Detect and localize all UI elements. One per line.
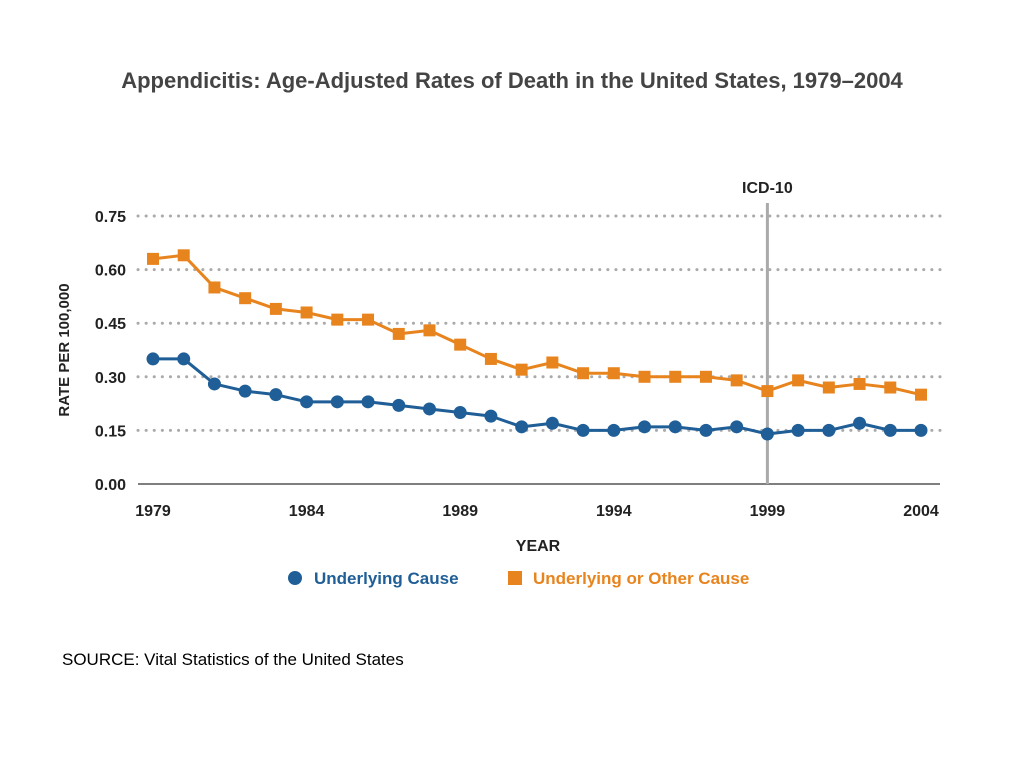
y-tick-label: 0.60 [95,263,126,280]
data-point [454,338,467,351]
data-point [484,352,497,365]
y-tick-label: 0.75 [95,209,126,226]
data-point [638,420,652,434]
data-point [361,395,375,409]
data-point [392,398,406,412]
data-point [822,381,835,394]
data-point [238,384,252,398]
legend-label: Underlying or Other Cause [533,569,749,588]
x-tick-label: 1994 [596,503,632,520]
data-point [484,409,498,423]
data-point [331,313,344,326]
data-point [915,388,927,401]
x-tick-label: 1984 [289,503,325,520]
legend-label: Underlying Cause [314,569,459,588]
y-tick-label: 0.00 [95,477,126,494]
data-point [422,402,436,416]
data-point [147,252,159,265]
chart-title: Appendicitis: Age-Adjusted Rates of Deat… [121,68,903,93]
data-point [392,327,405,340]
data-point [792,374,805,387]
data-point [453,406,467,420]
data-point [607,423,621,437]
legend-marker [288,571,302,585]
data-point [822,423,836,437]
y-tick-label: 0.45 [95,316,126,333]
data-point [761,385,774,398]
data-point [884,381,897,394]
data-point [577,367,590,380]
data-point [515,420,529,434]
data-point [177,249,190,262]
data-point [207,377,221,391]
data-point [362,313,375,326]
data-point [330,395,344,409]
data-point [208,281,221,294]
source-note: SOURCE: Vital Statistics of the United S… [62,650,404,669]
data-point [760,427,774,441]
data-point [914,423,928,437]
data-point [638,370,651,383]
data-point [699,370,712,383]
data-point [300,395,314,409]
data-point [423,324,436,337]
series-line-0 [153,357,921,436]
x-axis-label: YEAR [516,538,561,555]
series-line-1 [152,253,922,397]
x-tick-label: 1999 [750,503,786,520]
data-point [853,377,866,390]
data-point [576,423,590,437]
data-point [515,363,528,376]
y-tick-label: 0.15 [95,423,126,440]
data-point [791,423,805,437]
x-tick-label: 2004 [903,503,939,520]
data-point [668,420,682,434]
data-point [269,388,283,402]
data-point [545,416,559,430]
x-tick-label: 1989 [442,503,478,520]
data-point [177,352,191,366]
icd10-label: ICD-10 [742,180,793,197]
data-point [300,306,313,319]
data-point [730,420,744,434]
y-tick-label: 0.30 [95,370,126,387]
data-point [146,352,160,366]
data-point [239,292,252,305]
data-point [269,302,282,315]
data-point [699,423,713,437]
data-point [730,374,743,387]
data-point [853,416,867,430]
y-axis-label: RATE PER 100,000 [56,283,73,416]
data-point [607,367,620,380]
data-point [669,370,682,383]
x-tick-label: 1979 [135,503,171,520]
legend-marker [508,571,522,585]
data-point [883,423,897,437]
data-point [546,356,559,369]
